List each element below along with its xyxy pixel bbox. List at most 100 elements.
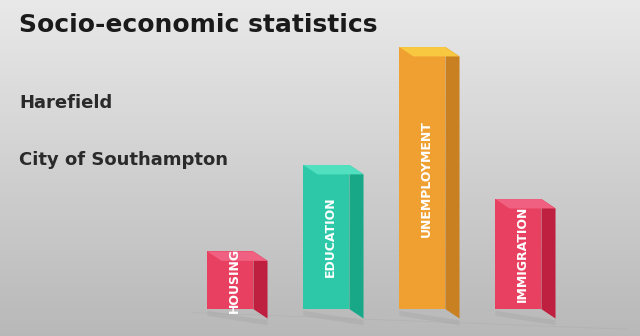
Bar: [0, 128, 640, 131]
Bar: [0, 3, 640, 7]
Bar: [0, 292, 640, 296]
Polygon shape: [207, 311, 268, 325]
Bar: [0, 178, 640, 181]
Bar: [0, 30, 640, 34]
Text: Harefield: Harefield: [19, 94, 113, 112]
Bar: [0, 97, 640, 101]
Bar: [0, 286, 640, 289]
Bar: [0, 212, 640, 215]
Bar: [0, 118, 640, 121]
Bar: [0, 208, 640, 212]
Bar: [0, 239, 640, 242]
Bar: [0, 67, 640, 71]
Polygon shape: [253, 251, 268, 319]
Bar: [0, 71, 640, 74]
Bar: [0, 104, 640, 108]
Bar: [0, 188, 640, 192]
Polygon shape: [303, 165, 364, 174]
Bar: [0, 47, 640, 50]
Bar: [0, 108, 640, 111]
Bar: [0, 323, 640, 326]
Polygon shape: [303, 311, 364, 325]
Bar: [0, 124, 640, 128]
Bar: [0, 60, 640, 64]
Bar: [0, 0, 640, 3]
Bar: [0, 175, 640, 178]
Bar: [0, 81, 640, 84]
Bar: [0, 138, 640, 141]
Polygon shape: [207, 251, 268, 261]
Bar: [0, 161, 640, 165]
Bar: [0, 218, 640, 222]
Bar: [0, 37, 640, 40]
Text: City of Southampton: City of Southampton: [19, 151, 228, 169]
Polygon shape: [399, 47, 445, 309]
Bar: [0, 329, 640, 333]
Bar: [0, 165, 640, 168]
Polygon shape: [495, 199, 541, 309]
Bar: [0, 17, 640, 20]
Bar: [0, 222, 640, 225]
Text: UNEMPLOYMENT: UNEMPLOYMENT: [420, 120, 433, 237]
Bar: [0, 91, 640, 94]
Bar: [0, 195, 640, 198]
Bar: [0, 309, 640, 312]
Bar: [0, 242, 640, 245]
Text: EDUCATION: EDUCATION: [324, 197, 337, 277]
Bar: [0, 171, 640, 175]
Polygon shape: [445, 47, 460, 319]
Bar: [0, 259, 640, 262]
Polygon shape: [207, 251, 253, 309]
Polygon shape: [399, 47, 460, 56]
Bar: [0, 64, 640, 67]
Text: Socio-economic statistics: Socio-economic statistics: [19, 13, 378, 37]
Bar: [0, 54, 640, 57]
Bar: [0, 272, 640, 276]
Bar: [0, 10, 640, 13]
Bar: [0, 7, 640, 10]
Bar: [0, 245, 640, 249]
Bar: [0, 121, 640, 124]
Bar: [0, 24, 640, 27]
Bar: [0, 181, 640, 185]
Bar: [0, 276, 640, 279]
Bar: [0, 34, 640, 37]
Bar: [0, 77, 640, 81]
Text: IMMIGRATION: IMMIGRATION: [516, 206, 529, 302]
Polygon shape: [349, 165, 364, 319]
Bar: [0, 215, 640, 218]
Bar: [0, 299, 640, 302]
Bar: [0, 151, 640, 155]
Bar: [0, 296, 640, 299]
Bar: [0, 198, 640, 202]
Bar: [0, 13, 640, 17]
Bar: [0, 27, 640, 30]
Bar: [0, 249, 640, 252]
Polygon shape: [495, 311, 556, 325]
Bar: [0, 326, 640, 329]
Polygon shape: [541, 199, 556, 319]
Polygon shape: [303, 165, 349, 309]
Bar: [0, 84, 640, 87]
Bar: [0, 205, 640, 208]
Text: HOUSING: HOUSING: [228, 248, 241, 313]
Bar: [0, 94, 640, 97]
Bar: [0, 158, 640, 161]
Bar: [0, 144, 640, 148]
Bar: [0, 74, 640, 77]
Bar: [0, 141, 640, 144]
Bar: [0, 225, 640, 228]
Bar: [0, 168, 640, 171]
Bar: [0, 111, 640, 114]
Bar: [0, 312, 640, 316]
Bar: [0, 185, 640, 188]
Bar: [0, 306, 640, 309]
Bar: [0, 269, 640, 272]
Bar: [0, 155, 640, 158]
Polygon shape: [495, 199, 556, 208]
Bar: [0, 50, 640, 54]
Bar: [0, 265, 640, 269]
Bar: [0, 202, 640, 205]
Bar: [0, 101, 640, 104]
Bar: [0, 87, 640, 91]
